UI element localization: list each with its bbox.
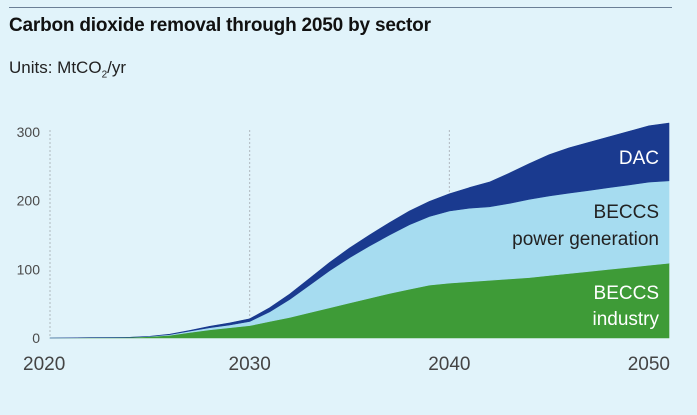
units-label: Units: MtCO2/yr xyxy=(9,58,126,80)
chart-title: Carbon dioxide removal through 2050 by s… xyxy=(9,15,431,36)
units-suffix: /yr xyxy=(107,58,127,77)
series-label-beccs-industry: BECCS xyxy=(594,283,659,304)
y-tick-label-0: 0 xyxy=(32,330,40,346)
y-tick-label-200: 200 xyxy=(17,193,41,209)
series-labels: BECCS industry BECCS power generation DAC xyxy=(512,148,659,330)
area-dac xyxy=(49,122,670,339)
units-sub: 2 xyxy=(101,69,108,81)
series-label-dac: DAC xyxy=(619,148,659,169)
x-tick-label-2030: 2030 xyxy=(229,354,271,375)
x-tick-label-2040: 2040 xyxy=(428,354,470,375)
y-tick-label-300: 300 xyxy=(17,124,41,140)
title-rule xyxy=(9,7,672,8)
area-layers xyxy=(49,122,670,339)
units-prefix: Units: MtCO xyxy=(9,58,102,77)
series-label-beccs-power-generation: power generation xyxy=(512,229,659,250)
y-axis-ticks: 0 100 200 300 xyxy=(17,124,41,346)
x-tick-label-2020: 2020 xyxy=(23,354,65,375)
series-label-beccs-power-generation: BECCS xyxy=(594,202,659,223)
x-axis-ticks: 2020 2030 2040 2050 xyxy=(23,354,670,375)
x-tick-label-2050: 2050 xyxy=(628,354,670,375)
series-label-beccs-industry: industry xyxy=(592,309,659,330)
y-tick-label-100: 100 xyxy=(17,261,41,277)
